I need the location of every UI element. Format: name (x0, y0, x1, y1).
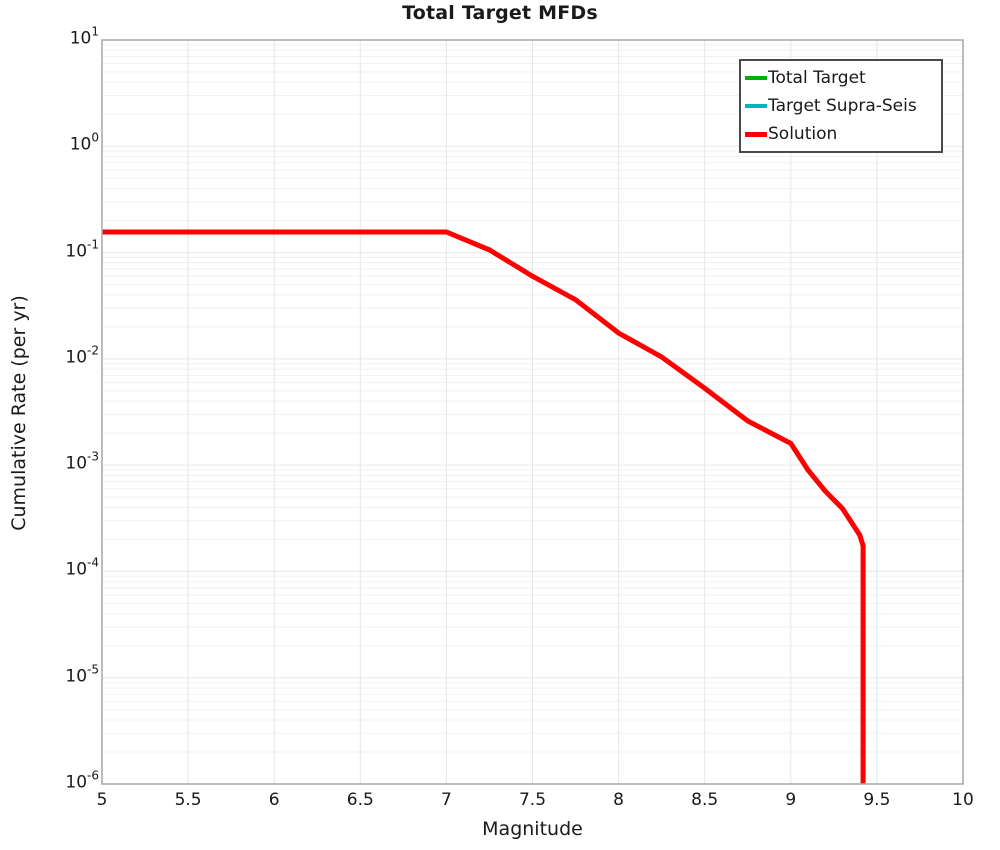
chart-title: Total Target MFDs (402, 2, 598, 24)
x-tick-label: 7.5 (518, 790, 547, 810)
x-tick-label: 8.5 (691, 790, 719, 810)
legend-line-swatch-target-supra-seis (745, 104, 767, 108)
legend-label-target-supra-seis: Target Supra-Seis (768, 96, 917, 116)
x-tick-label: 5 (96, 790, 108, 810)
y-tick-label: 10-4 (65, 556, 99, 580)
legend-item-target-supra-seis: Target Supra-Seis (745, 92, 937, 120)
x-tick-label: 9 (785, 790, 797, 810)
x-tick-label: 5.5 (174, 790, 202, 810)
legend-item-total-target: Total Target (745, 64, 937, 92)
legend-label-solution: Solution (768, 124, 838, 144)
y-tick-label: 10-5 (65, 662, 99, 687)
y-tick-label: 10-1 (65, 237, 99, 261)
legend-item-solution: Solution (745, 120, 937, 148)
series-curve-solution (102, 229, 866, 784)
legend-line-swatch-total-target (745, 76, 767, 80)
legend-label-total-target: Total Target (768, 68, 866, 88)
y-tick-label: 10-2 (65, 343, 99, 368)
plot-frame (101, 39, 964, 785)
y-tick-label: 10-3 (65, 449, 99, 474)
x-tick-label: 7 (440, 790, 452, 810)
x-tick-label: 6.5 (346, 790, 374, 810)
y-tick-label: 101 (69, 24, 99, 49)
legend-line-swatch-solution (745, 131, 767, 137)
x-tick-label: 9.5 (863, 790, 891, 810)
y-tick-label: 10-6 (65, 768, 99, 793)
x-tick-label: 10 (952, 790, 974, 810)
x-axis-label: Magnitude (482, 818, 583, 840)
legend: Total Target Target Supra-Seis Solution (739, 59, 943, 153)
x-tick-label: 6 (268, 790, 280, 810)
y-tick-label: 100 (69, 130, 99, 155)
x-tick-label: 8 (613, 790, 625, 810)
